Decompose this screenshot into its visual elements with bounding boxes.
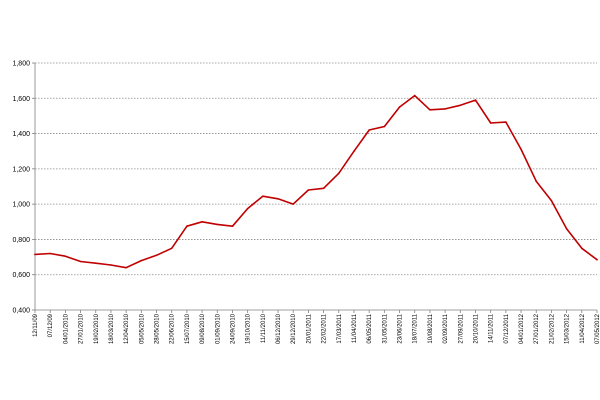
x-tick-label: 27/01/2012: [534, 313, 540, 344]
data-point: [246, 207, 249, 210]
x-tick-label: 21/02/2012: [549, 313, 555, 344]
x-tick-label: 04/01/2010: [63, 313, 69, 344]
data-point: [368, 129, 371, 131]
x-tick-label: 10/08/2011: [428, 313, 434, 343]
data-point: [338, 172, 340, 175]
data-point: [155, 254, 158, 257]
x-tick-label: 07/05/2012: [595, 313, 600, 344]
x-tick-label: 07/12/09: [48, 313, 54, 337]
x-tick-label: 27/01/2010: [79, 313, 85, 344]
x-tick-label: 07/12/2011: [504, 313, 510, 343]
y-tick-label: 1,600: [12, 96, 30, 103]
data-point: [186, 225, 188, 227]
y-tick-label: 1,400: [12, 131, 30, 138]
data-point: [125, 266, 127, 269]
data-point: [262, 195, 264, 197]
x-tick-label: 02/09/2011: [443, 313, 449, 343]
data-point: [201, 221, 203, 223]
x-tick-label: 17/03/2011: [337, 313, 343, 343]
x-tick-label: 04/01/2012: [519, 313, 525, 344]
data-point: [216, 223, 219, 226]
data-point: [110, 264, 112, 266]
data-point: [34, 253, 36, 256]
x-tick-label: 28/05/2010: [155, 313, 161, 344]
y-gridlines: [35, 62, 597, 276]
y-axis: 0,400 0,600 0,800 1,000 1,200 1,400 1,600 1,800: [12, 61, 36, 315]
data-point: [307, 189, 310, 191]
data-point: [596, 258, 598, 261]
data-point: [231, 225, 234, 227]
x-tick-label: 09/08/2010: [200, 313, 206, 344]
x-tick-label: 20/10/2011: [473, 313, 479, 343]
data-point: [170, 247, 173, 250]
data-point: [581, 247, 583, 250]
y-tick-label: 0,800: [12, 237, 30, 244]
x-tick-label: 06/05/2011: [367, 313, 373, 343]
data-point: [95, 262, 97, 265]
x-tick-label: 14/11/2011: [489, 313, 495, 343]
x-tick-label: 11/04/2011: [352, 313, 358, 343]
data-point: [489, 122, 492, 124]
x-tick-label: 20/01/2011: [306, 313, 312, 343]
y-tick-label: 1,800: [12, 61, 30, 68]
data-point: [79, 260, 82, 263]
data-point: [49, 252, 51, 255]
x-tick-label: 11/04/2012: [580, 313, 586, 343]
x-tick-label: 15/07/2010: [185, 313, 191, 344]
x-tick-label: 22/02/2011: [322, 313, 328, 343]
data-point: [565, 228, 568, 230]
x-tick-label: 27/09/2011: [458, 313, 464, 343]
data-point: [429, 109, 431, 111]
data-point: [550, 199, 553, 202]
x-tick-label: 19/02/2010: [94, 313, 100, 344]
data-point: [459, 104, 462, 107]
series-layer: [34, 94, 598, 269]
data-point: [353, 150, 355, 152]
x-tick-label: 24/09/2010: [230, 313, 236, 344]
y-tick-label: 0,400: [12, 308, 30, 315]
y-tick-label: 0,600: [12, 272, 30, 279]
data-point: [277, 198, 279, 200]
data-point: [535, 180, 537, 182]
data-point: [505, 121, 507, 123]
data-point: [474, 99, 477, 101]
x-tick-label: 22/06/2010: [170, 313, 176, 344]
x-tick-label: 12/04/2010: [124, 313, 130, 344]
data-point: [64, 255, 67, 257]
x-tick-label: 12/11/09: [33, 313, 39, 337]
x-tick-label: 31/05/2011: [382, 313, 388, 343]
x-tick-label: 18/07/2011: [413, 313, 419, 343]
data-point: [520, 148, 522, 151]
x-tick-label: 11/11/2010: [261, 313, 267, 343]
data-point: [413, 94, 416, 97]
x-tick-label: 18/03/2010: [109, 313, 115, 344]
x-tick-label: 01/09/2010: [215, 313, 221, 344]
y-tick-label: 1,200: [12, 166, 30, 173]
x-tick-label: 23/06/2011: [398, 313, 404, 343]
data-point: [292, 203, 295, 205]
series-line: [34, 94, 598, 269]
data-point: [383, 125, 386, 128]
data-point: [140, 259, 143, 262]
y-tick-label: 1,000: [12, 202, 30, 209]
data-point: [398, 106, 401, 108]
x-tick-label: 19/10/2010: [246, 313, 252, 344]
data-point: [444, 108, 446, 110]
x-tick-label: 15/03/2012: [565, 313, 571, 344]
data-point: [322, 187, 325, 190]
x-tick-label: 06/12/2010: [276, 313, 282, 344]
x-tick-label: 29/12/2010: [291, 313, 297, 344]
x-axis: 12/11/09 07/12/09 04/01/2010 27/01/2010 19/0…: [33, 309, 600, 344]
x-tick-label: 05/05/2010: [139, 313, 145, 344]
